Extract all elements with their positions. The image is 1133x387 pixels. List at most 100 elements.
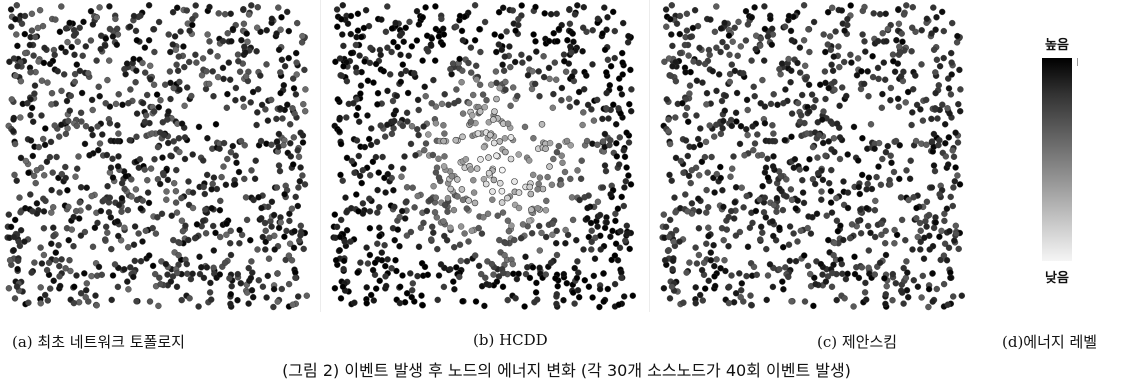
sensor-node-point: [440, 218, 447, 225]
sensor-node-point: [892, 137, 900, 145]
sensor-node-point: [99, 131, 106, 138]
sensor-node-point: [706, 122, 713, 129]
sensor-node-point: [127, 86, 134, 93]
sensor-node-point: [222, 181, 230, 189]
sensor-node-point: [407, 270, 414, 277]
sensor-node-point: [831, 78, 838, 86]
sensor-node-point: [106, 120, 114, 127]
sensor-node-point: [337, 216, 345, 224]
sensor-node-point: [84, 70, 92, 77]
sensor-node-point: [487, 81, 495, 88]
sensor-node-point: [58, 87, 65, 95]
sensor-node-point: [596, 303, 603, 311]
sensor-node-point: [187, 275, 195, 283]
sensor-node-point: [830, 251, 837, 259]
sensor-node-point: [97, 32, 105, 39]
sensor-node-point: [176, 148, 183, 156]
sensor-node-point: [10, 246, 17, 254]
sensor-node-point: [748, 57, 755, 64]
sensor-node-point: [680, 169, 687, 177]
sensor-node-point: [773, 208, 780, 215]
sensor-node-point: [579, 121, 586, 129]
sensor-node-point: [917, 238, 924, 246]
sensor-node-point: [133, 196, 141, 204]
sensor-node-point: [628, 86, 635, 93]
sensor-node-point: [857, 230, 865, 237]
sensor-node-point: [433, 164, 441, 171]
sensor-node-point: [613, 153, 620, 160]
sensor-node-point: [603, 219, 610, 226]
sensor-node-point: [74, 38, 81, 45]
sensor-node-point: [599, 30, 606, 37]
sensor-node-point: [43, 158, 51, 166]
sensor-node-point: [794, 197, 801, 204]
sensor-node-point: [233, 159, 240, 167]
sensor-node-point: [400, 38, 407, 45]
sensor-node-point: [237, 137, 245, 145]
sensor-node-point: [81, 228, 89, 236]
sensor-node-point: [612, 217, 619, 225]
sensor-node-point: [612, 210, 619, 218]
sensor-node-point: [89, 106, 96, 114]
sensor-node-point: [192, 51, 199, 58]
sensor-node-point: [825, 138, 832, 145]
sensor-node-point: [450, 278, 457, 285]
sensor-node-point: [175, 135, 183, 142]
sensor-node-point: [806, 156, 813, 163]
sensor-node-point: [695, 195, 702, 202]
sensor-node-point: [606, 82, 613, 89]
sensor-node-point: [512, 295, 519, 302]
sensor-node-point: [794, 238, 801, 245]
sensor-node-point: [895, 6, 902, 14]
sensor-node-point: [722, 267, 729, 275]
sensor-node-point: [695, 135, 702, 143]
sensor-node-point: [535, 222, 543, 230]
sensor-node-point: [904, 294, 912, 301]
sensor-node-point: [273, 138, 281, 145]
sensor-node-point: [481, 18, 489, 26]
sensor-node-point: [463, 258, 471, 265]
sensor-node-point: [491, 108, 498, 115]
sensor-node-point: [788, 133, 795, 141]
sensor-node-point: [625, 32, 632, 40]
sensor-node-point: [580, 246, 587, 253]
sensor-node-point: [929, 270, 936, 277]
sensor-node-point: [290, 75, 297, 82]
sensor-node-point: [30, 52, 37, 59]
sensor-node-point: [574, 2, 581, 9]
sensor-node-point: [552, 239, 560, 247]
sensor-node-point: [407, 228, 415, 236]
sensor-node-point: [430, 229, 437, 236]
sensor-node-point: [232, 96, 239, 104]
sensor-node-point: [133, 67, 140, 74]
sensor-node-point: [376, 277, 383, 284]
sensor-node-point: [403, 109, 411, 117]
sensor-node-point: [380, 67, 387, 75]
sensor-node-point: [485, 169, 493, 177]
sensor-node-point: [357, 90, 364, 97]
sensor-node-point: [461, 230, 468, 237]
sensor-node-point: [297, 129, 304, 136]
sensor-node-point: [594, 15, 602, 22]
sensor-node-point: [396, 242, 403, 250]
sensor-node-point: [521, 303, 528, 310]
sensor-node-point: [568, 194, 576, 201]
sensor-node-point: [824, 41, 832, 48]
sensor-node-point: [366, 195, 373, 202]
sensor-node-point: [382, 28, 390, 35]
sensor-node-point: [17, 77, 25, 85]
sensor-node-point: [749, 123, 756, 130]
sensor-node-point: [156, 274, 163, 281]
sensor-node-point: [733, 89, 741, 97]
sensor-node-point: [25, 299, 32, 306]
sensor-node-point: [599, 115, 606, 123]
sensor-node-point: [594, 141, 601, 149]
sensor-node-point: [547, 10, 555, 18]
sensor-node-point: [47, 138, 55, 146]
sensor-node-point: [954, 32, 961, 40]
sensor-node-point: [459, 133, 466, 141]
sensor-node-point: [699, 79, 706, 86]
sensor-node-point: [776, 224, 783, 232]
sensor-node-point: [726, 70, 734, 78]
sensor-node-point: [912, 72, 919, 79]
